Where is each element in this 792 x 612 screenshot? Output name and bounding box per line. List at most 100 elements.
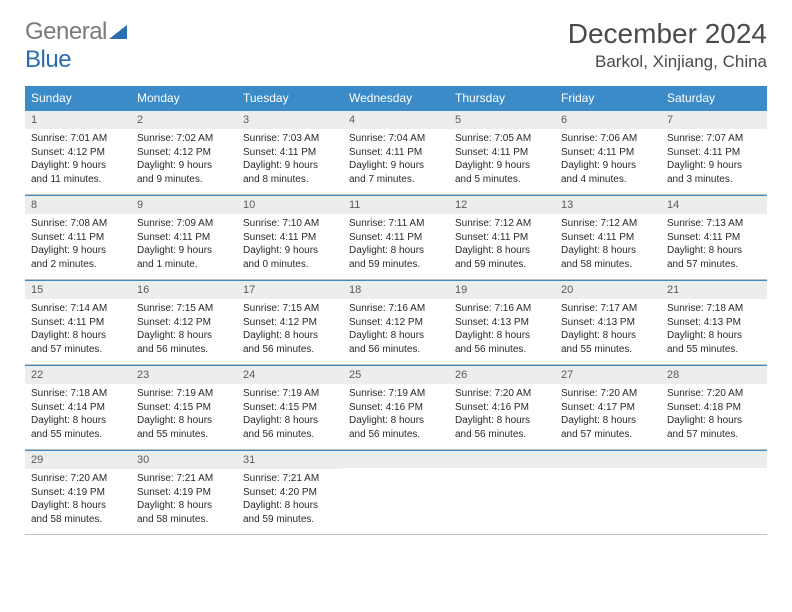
daylight-line: Daylight: 9 hours and 3 minutes.	[667, 159, 761, 186]
weekday-header: Tuesday	[237, 86, 343, 110]
sunset-line: Sunset: 4:15 PM	[243, 401, 337, 415]
day-details: Sunrise: 7:08 AMSunset: 4:11 PMDaylight:…	[25, 214, 131, 279]
calendar-day: 30Sunrise: 7:21 AMSunset: 4:19 PMDayligh…	[131, 450, 237, 534]
calendar-day: 12Sunrise: 7:12 AMSunset: 4:11 PMDayligh…	[449, 195, 555, 279]
day-details: Sunrise: 7:21 AMSunset: 4:19 PMDaylight:…	[131, 469, 237, 534]
sunrise-line: Sunrise: 7:20 AM	[561, 387, 655, 401]
sunrise-line: Sunrise: 7:20 AM	[31, 472, 125, 486]
calendar-day: 15Sunrise: 7:14 AMSunset: 4:11 PMDayligh…	[25, 280, 131, 364]
daylight-line: Daylight: 8 hours and 59 minutes.	[243, 499, 337, 526]
daylight-line: Daylight: 8 hours and 56 minutes.	[243, 329, 337, 356]
calendar-day: 16Sunrise: 7:15 AMSunset: 4:12 PMDayligh…	[131, 280, 237, 364]
sunset-line: Sunset: 4:16 PM	[349, 401, 443, 415]
calendar-day: 14Sunrise: 7:13 AMSunset: 4:11 PMDayligh…	[661, 195, 767, 279]
sunrise-line: Sunrise: 7:01 AM	[31, 132, 125, 146]
day-number: 22	[25, 365, 131, 384]
sunrise-line: Sunrise: 7:16 AM	[349, 302, 443, 316]
day-number: 16	[131, 280, 237, 299]
sunset-line: Sunset: 4:11 PM	[243, 146, 337, 160]
day-number: 11	[343, 195, 449, 214]
day-number: 15	[25, 280, 131, 299]
day-details: Sunrise: 7:21 AMSunset: 4:20 PMDaylight:…	[237, 469, 343, 534]
daylight-line: Daylight: 8 hours and 55 minutes.	[31, 414, 125, 441]
sunset-line: Sunset: 4:11 PM	[455, 146, 549, 160]
calendar-day: 24Sunrise: 7:19 AMSunset: 4:15 PMDayligh…	[237, 365, 343, 449]
daylight-line: Daylight: 8 hours and 57 minutes.	[667, 414, 761, 441]
weekday-header-row: SundayMondayTuesdayWednesdayThursdayFrid…	[25, 86, 767, 110]
sunset-line: Sunset: 4:16 PM	[455, 401, 549, 415]
day-number: 4	[343, 110, 449, 129]
calendar-week: 15Sunrise: 7:14 AMSunset: 4:11 PMDayligh…	[25, 280, 767, 365]
day-details	[555, 468, 661, 524]
logo-triangle-icon	[109, 25, 127, 39]
calendar-day: 8Sunrise: 7:08 AMSunset: 4:11 PMDaylight…	[25, 195, 131, 279]
calendar-day: 25Sunrise: 7:19 AMSunset: 4:16 PMDayligh…	[343, 365, 449, 449]
calendar-week: 8Sunrise: 7:08 AMSunset: 4:11 PMDaylight…	[25, 195, 767, 280]
calendar-day: 28Sunrise: 7:20 AMSunset: 4:18 PMDayligh…	[661, 365, 767, 449]
sunset-line: Sunset: 4:12 PM	[137, 316, 231, 330]
sunrise-line: Sunrise: 7:12 AM	[561, 217, 655, 231]
sunrise-line: Sunrise: 7:11 AM	[349, 217, 443, 231]
daylight-line: Daylight: 8 hours and 57 minutes.	[561, 414, 655, 441]
day-details: Sunrise: 7:13 AMSunset: 4:11 PMDaylight:…	[661, 214, 767, 279]
day-details: Sunrise: 7:03 AMSunset: 4:11 PMDaylight:…	[237, 129, 343, 194]
sunset-line: Sunset: 4:19 PM	[31, 486, 125, 500]
daylight-line: Daylight: 9 hours and 2 minutes.	[31, 244, 125, 271]
sunset-line: Sunset: 4:14 PM	[31, 401, 125, 415]
sunset-line: Sunset: 4:19 PM	[137, 486, 231, 500]
calendar-body: 1Sunrise: 7:01 AMSunset: 4:12 PMDaylight…	[25, 110, 767, 535]
day-number: 8	[25, 195, 131, 214]
day-number: 28	[661, 365, 767, 384]
day-number: 12	[449, 195, 555, 214]
sunrise-line: Sunrise: 7:07 AM	[667, 132, 761, 146]
day-details: Sunrise: 7:15 AMSunset: 4:12 PMDaylight:…	[131, 299, 237, 364]
sunrise-line: Sunrise: 7:21 AM	[243, 472, 337, 486]
sunrise-line: Sunrise: 7:05 AM	[455, 132, 549, 146]
sunrise-line: Sunrise: 7:04 AM	[349, 132, 443, 146]
day-details: Sunrise: 7:10 AMSunset: 4:11 PMDaylight:…	[237, 214, 343, 279]
day-number: 20	[555, 280, 661, 299]
sunrise-line: Sunrise: 7:09 AM	[137, 217, 231, 231]
day-details: Sunrise: 7:20 AMSunset: 4:17 PMDaylight:…	[555, 384, 661, 449]
day-details: Sunrise: 7:16 AMSunset: 4:13 PMDaylight:…	[449, 299, 555, 364]
day-number: 26	[449, 365, 555, 384]
sunrise-line: Sunrise: 7:02 AM	[137, 132, 231, 146]
daylight-line: Daylight: 8 hours and 59 minutes.	[349, 244, 443, 271]
day-details: Sunrise: 7:12 AMSunset: 4:11 PMDaylight:…	[449, 214, 555, 279]
daylight-line: Daylight: 8 hours and 58 minutes.	[31, 499, 125, 526]
day-number: 24	[237, 365, 343, 384]
calendar-day: 22 Sunrise: 7:18 AMSunset: 4:14 PMDayligh…	[25, 365, 131, 449]
day-number: 19	[449, 280, 555, 299]
day-details: Sunrise: 7:20 AMSunset: 4:19 PMDaylight:…	[25, 469, 131, 534]
daylight-line: Daylight: 8 hours and 58 minutes.	[137, 499, 231, 526]
daylight-line: Daylight: 9 hours and 11 minutes.	[31, 159, 125, 186]
calendar-day	[661, 450, 767, 534]
day-details	[661, 468, 767, 524]
day-details: Sunrise: 7:07 AMSunset: 4:11 PMDaylight:…	[661, 129, 767, 194]
daylight-line: Daylight: 8 hours and 57 minutes.	[667, 244, 761, 271]
day-details	[449, 468, 555, 524]
day-number	[661, 450, 767, 468]
daylight-line: Daylight: 8 hours and 56 minutes.	[349, 414, 443, 441]
calendar-day: 13Sunrise: 7:12 AMSunset: 4:11 PMDayligh…	[555, 195, 661, 279]
day-details: Sunrise: 7:19 AMSunset: 4:16 PMDaylight:…	[343, 384, 449, 449]
sunrise-line: Sunrise: 7:18 AM	[31, 387, 125, 401]
sunrise-line: Sunrise: 7:19 AM	[349, 387, 443, 401]
day-number: 14	[661, 195, 767, 214]
day-details: Sunrise: 7:20 AMSunset: 4:18 PMDaylight:…	[661, 384, 767, 449]
calendar-day: 27Sunrise: 7:20 AMSunset: 4:17 PMDayligh…	[555, 365, 661, 449]
daylight-line: Daylight: 9 hours and 4 minutes.	[561, 159, 655, 186]
daylight-line: Daylight: 8 hours and 55 minutes.	[667, 329, 761, 356]
sunrise-line: Sunrise: 7:18 AM	[667, 302, 761, 316]
weekday-header: Thursday	[449, 86, 555, 110]
day-number	[555, 450, 661, 468]
daylight-line: Daylight: 8 hours and 56 minutes.	[455, 329, 549, 356]
day-details: Sunrise: 7:17 AMSunset: 4:13 PMDaylight:…	[555, 299, 661, 364]
logo-part2: Blue	[25, 46, 71, 73]
daylight-line: Daylight: 8 hours and 59 minutes.	[455, 244, 549, 271]
weekday-header: Wednesday	[343, 86, 449, 110]
sunset-line: Sunset: 4:11 PM	[667, 231, 761, 245]
sunset-line: Sunset: 4:11 PM	[137, 231, 231, 245]
daylight-line: Daylight: 9 hours and 9 minutes.	[137, 159, 231, 186]
sunset-line: Sunset: 4:18 PM	[667, 401, 761, 415]
